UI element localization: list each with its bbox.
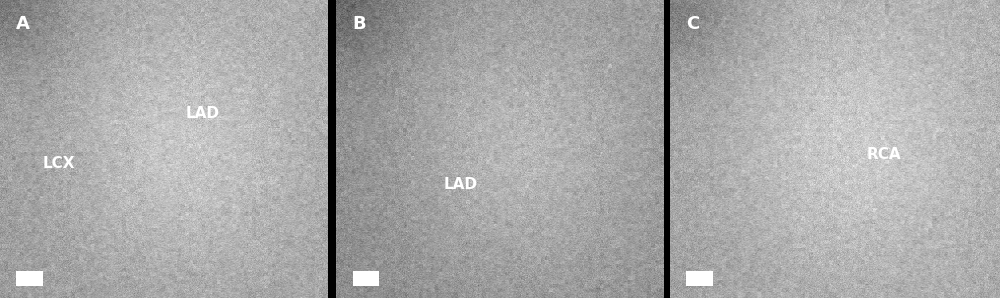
- Text: RCA: RCA: [867, 148, 902, 162]
- Text: LAD: LAD: [186, 106, 220, 121]
- Bar: [686, 271, 713, 286]
- Text: LAD: LAD: [444, 177, 478, 192]
- Bar: [16, 271, 43, 286]
- Text: A: A: [16, 15, 30, 33]
- Bar: [353, 271, 379, 286]
- Text: B: B: [353, 15, 366, 33]
- Text: LCX: LCX: [43, 156, 75, 171]
- Text: C: C: [686, 15, 699, 33]
